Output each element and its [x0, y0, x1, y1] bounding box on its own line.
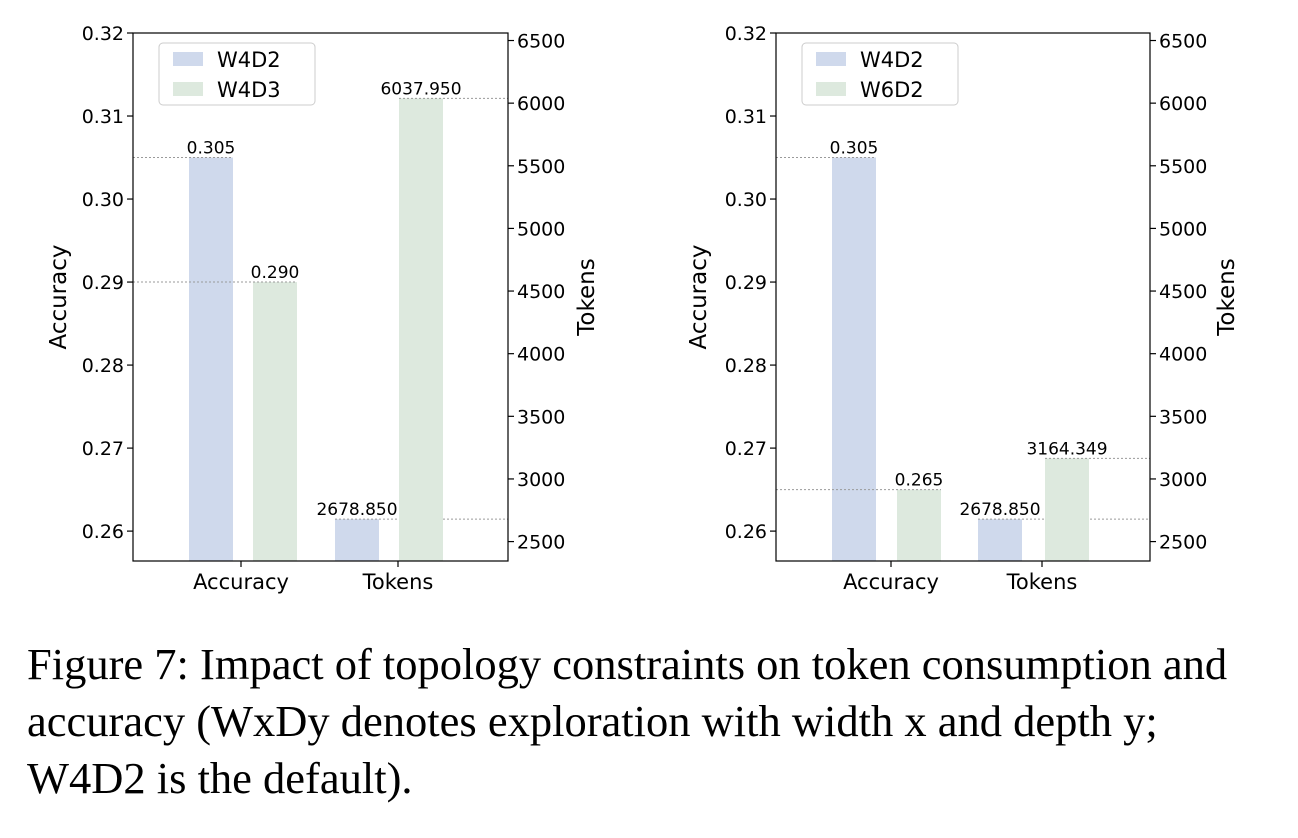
- value-label-accuracy-w4d3: 0.290: [251, 263, 300, 283]
- plot-frame: [775, 32, 1151, 562]
- y2-tick-label: 3500: [517, 406, 565, 428]
- bar-accuracy-w4d2: [832, 157, 876, 561]
- value-label-tokens-w4d2: 2678.850: [316, 500, 397, 520]
- bar-accuracy-w4d2: [189, 157, 233, 561]
- value-label-accuracy-w4d2: 0.305: [830, 139, 879, 159]
- y-tick-label: 0.27: [82, 438, 124, 460]
- y-tick-label: 0.31: [725, 106, 767, 128]
- y2-tick-label: 6000: [1159, 93, 1207, 115]
- bar-tokens-w4d2: [978, 519, 1022, 561]
- x-tick-label: Accuracy: [843, 570, 939, 594]
- legend: W4D2 W4D3: [158, 42, 316, 106]
- bar-tokens-w6d2: [1045, 458, 1089, 561]
- y2-tick-label: 3500: [1159, 406, 1207, 428]
- y-tick-label: 0.28: [82, 355, 124, 377]
- y2-tick-label: 4500: [517, 281, 565, 303]
- y2-tick-label: 6500: [1159, 31, 1207, 53]
- y2-tick-label: 2500: [1159, 532, 1207, 554]
- legend-swatch-w4d2: [816, 52, 846, 66]
- y2-tick-label: 3000: [1159, 469, 1207, 491]
- y2-tick-label: 4000: [517, 344, 565, 366]
- figure-caption: Figure 7: Impact of topology constraints…: [27, 639, 1228, 803]
- y2-tick-label: 5500: [517, 156, 565, 178]
- y-tick-label: 0.28: [725, 355, 767, 377]
- plot-frame: [132, 32, 509, 562]
- y2-axis-title: Tokens: [574, 258, 600, 336]
- y2-tick-label: 5500: [1159, 156, 1207, 178]
- legend-label-w4d2: W4D2: [217, 48, 281, 72]
- y-axis-title: Accuracy: [46, 244, 72, 349]
- y-tick-label: 0.31: [82, 106, 124, 128]
- x-tick-label: Tokens: [1006, 570, 1078, 594]
- y-tick-label: 0.30: [82, 189, 124, 211]
- value-label-accuracy-w4d2: 0.305: [187, 139, 236, 159]
- y2-tick-label: 2500: [517, 532, 565, 554]
- bar-tokens-w4d2: [335, 519, 379, 561]
- y-tick-label: 0.32: [82, 23, 124, 45]
- y-tick-label: 0.26: [82, 521, 124, 543]
- value-label-accuracy-w6d2: 0.265: [895, 471, 944, 491]
- bar-accuracy-w6d2: [897, 489, 941, 561]
- y2-tick-label: 5000: [1159, 218, 1207, 240]
- x-tick-label: Accuracy: [193, 570, 289, 594]
- legend-label-w6d2: W6D2: [860, 78, 924, 102]
- legend-label-w4d2: W4D2: [860, 48, 924, 72]
- y2-tick-label: 5000: [517, 218, 565, 240]
- y2-axis-title: Tokens: [1214, 258, 1240, 336]
- value-label-tokens-w6d2: 3164.349: [1026, 439, 1107, 459]
- y-axis-title: Accuracy: [686, 244, 712, 349]
- y-tick-label: 0.27: [725, 438, 767, 460]
- x-tick-label: Tokens: [362, 570, 434, 594]
- chart-panel-right: 0.305 2678.850 0.265 3164.349 0.26 0.27 0.28 0.…: [686, 23, 1240, 594]
- y2-tick-label: 4000: [1159, 344, 1207, 366]
- legend-swatch-w6d2: [816, 82, 846, 96]
- y-tick-label: 0.29: [725, 272, 767, 294]
- chart-panel-left: 0.305 2678.850 0.290 6037.950 0.26 0.27 0.28 0.…: [46, 23, 600, 594]
- legend: W4D2 W6D2: [801, 42, 959, 106]
- y2-tick-label: 3000: [517, 469, 565, 491]
- y-tick-label: 0.26: [725, 521, 767, 543]
- value-label-tokens-w4d2: 2678.850: [959, 500, 1040, 520]
- figure: 0.3052678.8500.2906037.9500.260.270.280.…: [46, 23, 1240, 594]
- y-tick-label: 0.30: [725, 189, 767, 211]
- y2-tick-label: 6500: [517, 31, 565, 53]
- legend-swatch-w4d2: [173, 52, 203, 66]
- bar-accuracy-w4d3: [253, 282, 297, 561]
- y-tick-label: 0.29: [82, 272, 124, 294]
- y2-tick-label: 4500: [1159, 281, 1207, 303]
- legend-swatch-w4d3: [173, 82, 203, 96]
- value-label-tokens-w4d3: 6037.950: [380, 79, 461, 99]
- bar-tokens-w4d3: [399, 98, 443, 562]
- legend-label-w4d3: W4D3: [217, 78, 281, 102]
- y-tick-label: 0.32: [725, 23, 767, 45]
- y2-tick-label: 6000: [517, 93, 565, 115]
